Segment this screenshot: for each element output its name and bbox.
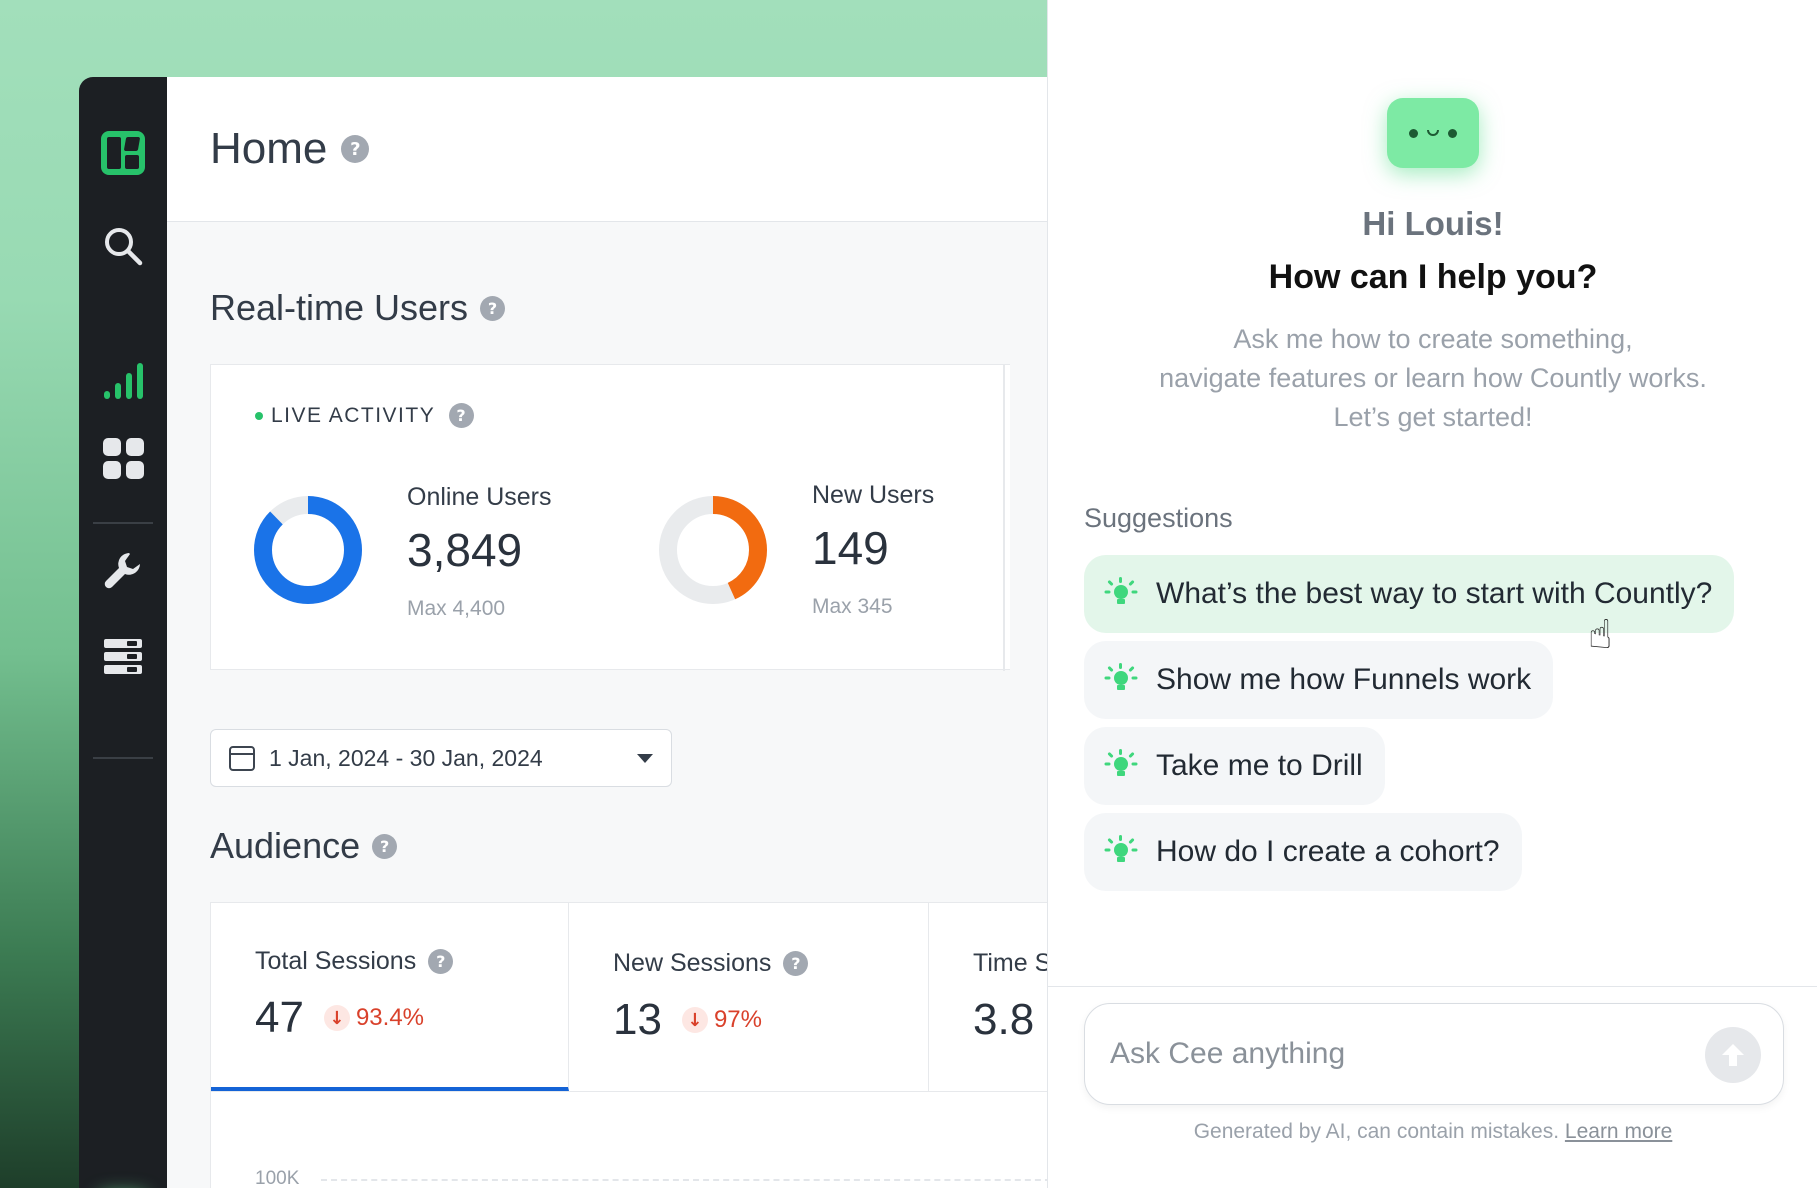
- disclaimer-text: Generated by AI, can contain mistakes.: [1193, 1120, 1560, 1143]
- sidebar-divider: [93, 757, 153, 759]
- countly-logo-button[interactable]: [79, 123, 167, 183]
- help-icon[interactable]: ?: [428, 949, 454, 974]
- sidebar-item-management[interactable]: [79, 626, 167, 686]
- calendar-icon: [229, 745, 255, 771]
- page-title: Home: [210, 124, 328, 173]
- assistant-question: How can I help you?: [1268, 258, 1598, 296]
- suggestion-text: What’s the best way to start with Countl…: [1156, 577, 1713, 610]
- intro-line: Ask me how to create something,: [1233, 324, 1633, 354]
- suggestion-chip[interactable]: Take me to Drill: [1084, 727, 1385, 805]
- new-users-max: Max 345: [812, 595, 893, 618]
- suggestion-text: Take me to Drill: [1156, 749, 1363, 782]
- wrench-icon: [104, 553, 140, 589]
- panel-divider: [1048, 986, 1817, 987]
- live-activity-header: LIVE ACTIVITY ?: [255, 403, 475, 428]
- realtime-card: LIVE ACTIVITY ? Online Users 3,849 Max 4…: [210, 364, 1010, 671]
- management-stack-icon: [104, 638, 142, 674]
- card-divider: [1003, 365, 1005, 671]
- lightbulb-icon: [1104, 577, 1138, 611]
- tab-total-sessions[interactable]: Total Sessions? 47 ↓ 93.4%: [211, 903, 569, 1091]
- suggestion-chip[interactable]: How do I create a cohort?: [1084, 813, 1522, 891]
- sidebar: [79, 77, 167, 1188]
- new-users-arc: [659, 496, 767, 604]
- realtime-title: Real-time Users: [210, 287, 469, 328]
- search-icon: [105, 228, 143, 266]
- suggestion-text: How do I create a cohort?: [1156, 835, 1500, 868]
- search-button[interactable]: [79, 216, 167, 276]
- tab-value: 47: [255, 993, 304, 1042]
- intro-line: navigate features or learn how Countly w…: [1159, 363, 1707, 393]
- audience-title: Audience: [210, 825, 361, 866]
- tab-label: New Sessions: [613, 949, 772, 977]
- sidebar-divider: [93, 522, 153, 524]
- ai-disclaimer: Generated by AI, can contain mistakes. L…: [1048, 1120, 1817, 1144]
- new-users-donut: [659, 496, 767, 604]
- arrow-down-icon: ↓: [681, 1007, 708, 1033]
- online-users-max: Max 4,400: [407, 597, 506, 620]
- suggestion-chip[interactable]: What’s the best way to start with Countl…: [1084, 555, 1735, 633]
- send-button[interactable]: [1705, 1027, 1761, 1083]
- new-users-label: New Users: [812, 481, 935, 509]
- tab-label: Total Sessions: [255, 947, 417, 975]
- main-content: Home ? Real-time Users ? LIVE ACTIVITY ?…: [167, 77, 1047, 1188]
- online-users-arc: [254, 496, 362, 604]
- chart-y-label: 100K: [255, 1168, 300, 1188]
- trend-value: 93.4%: [355, 1004, 425, 1031]
- tab-label: Time S: [973, 949, 1047, 977]
- countly-logo-icon: [101, 131, 145, 175]
- new-users-value: 149: [812, 522, 889, 574]
- tab-value: 3.8: [973, 995, 1035, 1044]
- sidebar-item-tools[interactable]: [79, 541, 167, 601]
- tab-value: 13: [613, 995, 662, 1044]
- help-icon[interactable]: ?: [341, 135, 370, 163]
- audience-card: Total Sessions? 47 ↓ 93.4% New Sessions? …: [210, 902, 1047, 1188]
- suggestions-title: Suggestions: [1084, 503, 1233, 533]
- lightbulb-icon: [1104, 663, 1138, 697]
- page-header: Home ?: [167, 77, 1047, 222]
- tab-time-spent[interactable]: Time S 3.8: [929, 903, 1047, 1091]
- chevron-down-icon: [637, 753, 653, 763]
- assistant-input[interactable]: Ask Cee anything: [1084, 1003, 1784, 1105]
- chart-gridline: [321, 1179, 1047, 1181]
- dashboards-grid-icon: [102, 437, 144, 479]
- sidebar-item-analytics[interactable]: [79, 351, 167, 411]
- suggestion-chip[interactable]: Show me how Funnels work: [1084, 641, 1554, 719]
- help-icon[interactable]: ?: [449, 403, 475, 428]
- help-icon[interactable]: ?: [480, 295, 506, 321]
- date-range-picker[interactable]: 1 Jan, 2024 - 30 Jan, 2024: [210, 729, 672, 787]
- lightbulb-icon: [1104, 835, 1138, 869]
- assistant-panel: Hi Louis! How can I help you? Ask me how…: [1047, 0, 1817, 1188]
- date-range-value: 1 Jan, 2024 - 30 Jan, 2024: [269, 744, 543, 771]
- audience-divider: [211, 1091, 1047, 1092]
- assistant-intro: Ask me how to create something, navigate…: [1048, 320, 1817, 437]
- assistant-bot-icon: [1387, 98, 1479, 168]
- suggestion-text: Show me how Funnels work: [1156, 663, 1532, 696]
- analytics-bars-icon: [103, 363, 143, 399]
- help-icon[interactable]: ?: [372, 833, 398, 859]
- trend-badge: ↓ 97%: [681, 1006, 762, 1034]
- pointer-cursor-icon: ☝: [1588, 612, 1613, 658]
- tab-new-sessions[interactable]: New Sessions? 13 ↓ 97%: [569, 903, 929, 1091]
- intro-line: Let’s get started!: [1333, 402, 1533, 432]
- online-users-label: Online Users: [407, 483, 552, 511]
- trend-badge: ↓ 93.4%: [323, 1004, 425, 1032]
- learn-more-link[interactable]: Learn more: [1564, 1120, 1673, 1143]
- help-icon[interactable]: ?: [783, 951, 809, 976]
- sidebar-item-dashboards[interactable]: [79, 428, 167, 488]
- assistant-greeting: Hi Louis!: [1362, 205, 1504, 242]
- lightbulb-icon: [1104, 749, 1138, 783]
- arrow-down-icon: ↓: [323, 1005, 350, 1031]
- arrow-up-icon: [1722, 1044, 1744, 1066]
- live-activity-label: LIVE ACTIVITY: [271, 403, 436, 427]
- live-dot-icon: [255, 411, 263, 420]
- assistant-button[interactable]: [79, 1182, 167, 1188]
- trend-value: 97%: [713, 1006, 762, 1033]
- online-users-value: 3,849: [407, 524, 523, 576]
- online-users-donut: [254, 496, 362, 604]
- input-placeholder: Ask Cee anything: [1110, 1037, 1346, 1070]
